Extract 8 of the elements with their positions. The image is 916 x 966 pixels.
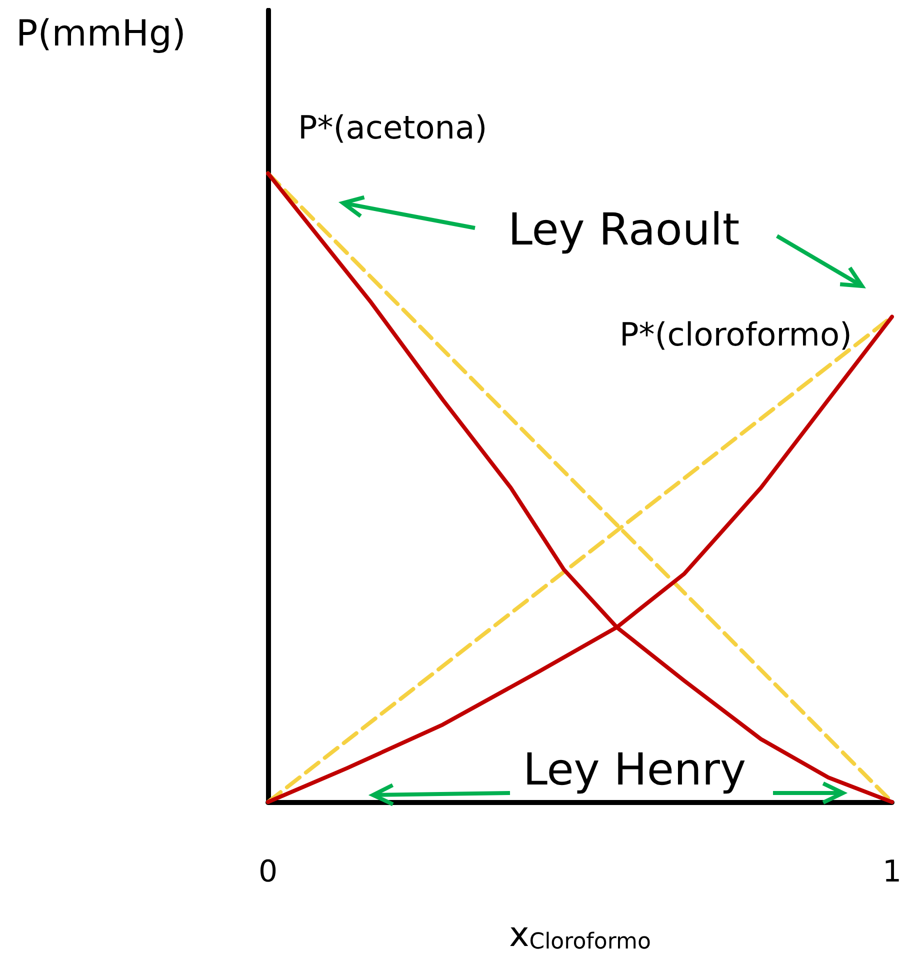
annotation: Ley Henry (523, 744, 746, 796)
x-tick-label: 0 (258, 854, 278, 890)
x-tick-label: 1 (882, 854, 902, 890)
y-axis-title: P(mmHg) (16, 14, 186, 54)
annotation: Ley Raoult (508, 204, 740, 256)
x-axis-title: xCloroformo (509, 915, 651, 955)
annotation: P*(cloroformo) (619, 316, 852, 354)
annotation: P*(acetona) (298, 108, 488, 146)
